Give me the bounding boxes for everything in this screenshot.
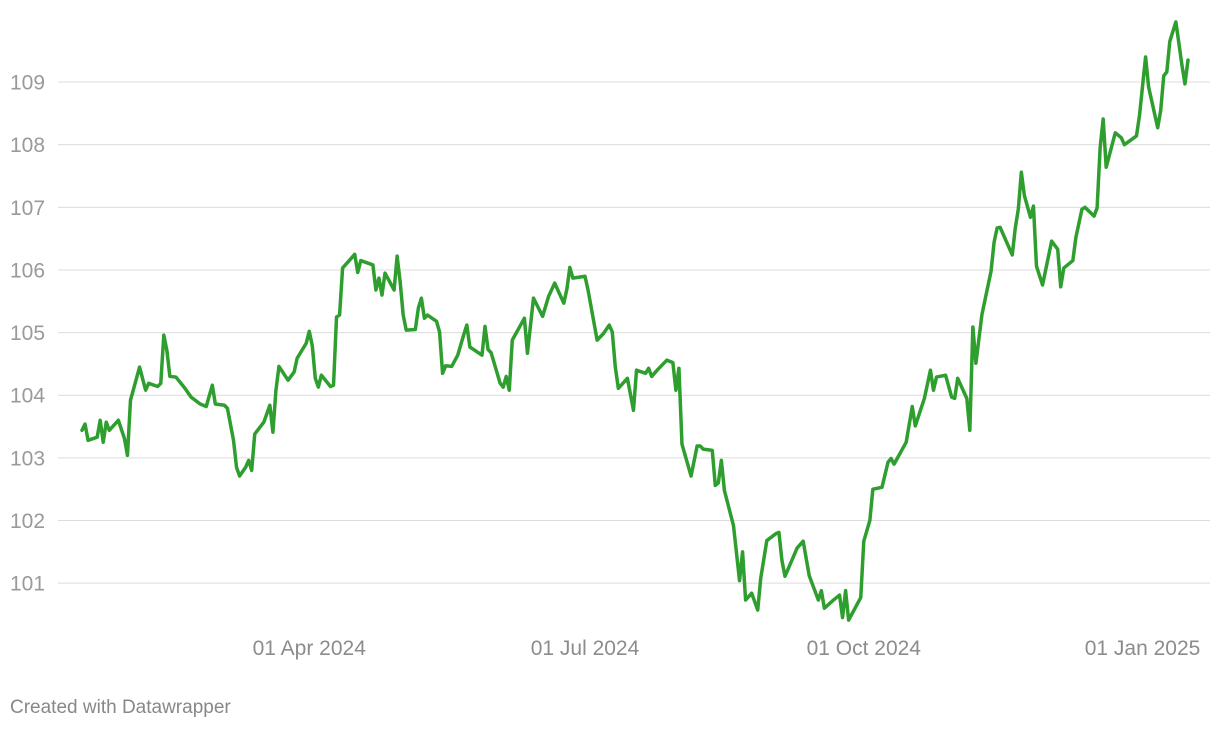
y-tick-label: 101 <box>10 573 45 596</box>
x-tick-label: 01 Oct 2024 <box>807 637 922 660</box>
y-tick-label: 105 <box>10 322 45 345</box>
y-tick-label: 107 <box>10 197 45 220</box>
footer: Created with Datawrapper <box>10 697 231 718</box>
grid: 101 102 103 104 105 106 107 108 109 01 Apr 2024 01… <box>10 72 1210 660</box>
y-tick-label: 103 <box>10 447 45 470</box>
x-tick-label: 01 Jan 2025 <box>1085 637 1201 660</box>
y-tick-label: 104 <box>10 385 45 408</box>
line <box>80 20 1190 622</box>
x-tick-label: 01 Apr 2024 <box>253 637 367 660</box>
y-tick-label: 109 <box>10 72 45 95</box>
y-tick-label: 102 <box>10 510 45 533</box>
x-tick-label: 01 Jul 2024 <box>531 637 640 660</box>
lines <box>80 20 1190 622</box>
y-tick-label: 106 <box>10 259 45 282</box>
y-tick-label: 108 <box>10 134 45 157</box>
